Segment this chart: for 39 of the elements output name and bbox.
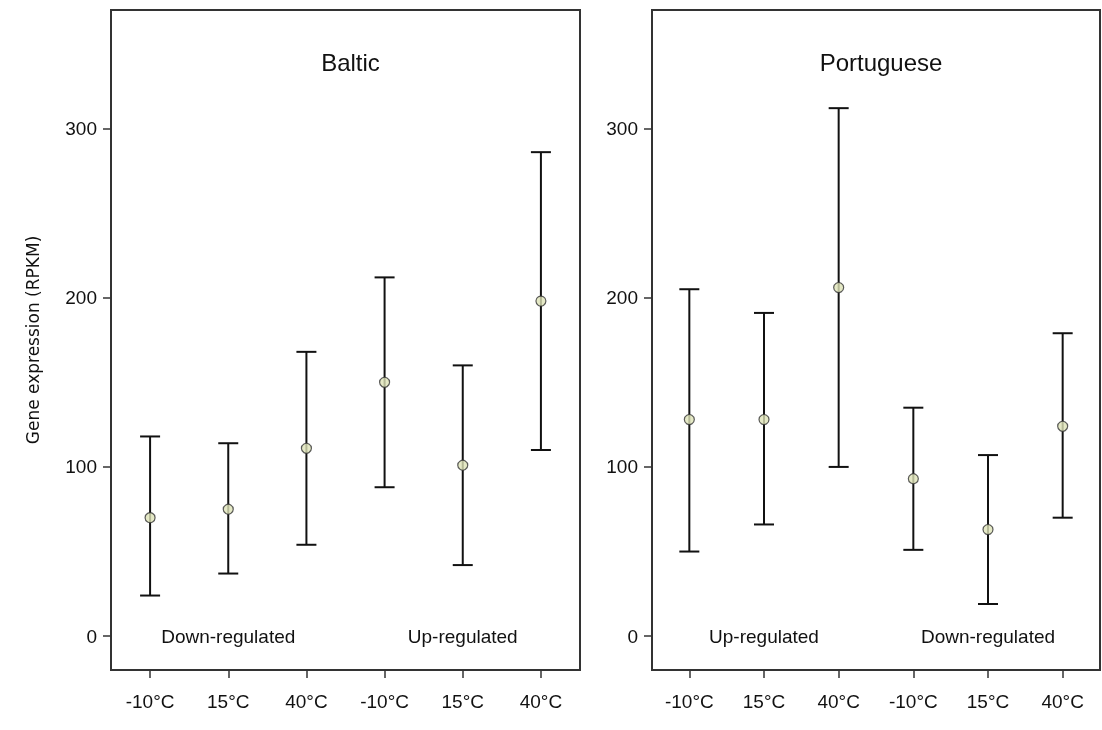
y-tick-label: 0 [627,625,638,647]
annotation: Down-regulated [161,625,296,647]
x-tick-label: 40°C [817,691,860,712]
point [457,459,469,471]
y-tick-label: 0 [86,625,97,647]
x-tick-label: -10°C [664,691,714,712]
point [1057,420,1069,432]
x-tick-label: 40°C [285,691,328,712]
annotation: Up-regulated [709,625,819,647]
x-tick-label: 40°C [519,691,563,712]
point [907,473,919,485]
annotation: Up-regulated [407,625,518,647]
point [378,376,391,388]
x-tick-label: -10°C [125,691,175,712]
y-axis-title: Gene expression (RPKM) [22,235,43,445]
point [300,442,313,454]
text: Portuguese [819,48,943,76]
x-tick-label: -10°C [888,691,938,712]
y-tick-label: 200 [606,287,638,309]
y-tick-label: 300 [606,117,638,139]
point [758,413,770,426]
x-tick-label: 15°C [207,691,250,712]
x-tick-label: 15°C [966,691,1010,712]
point [144,512,156,524]
point [833,281,845,294]
y-tick-label: 200 [65,287,97,309]
x-tick-label: -10°C [360,691,409,712]
y-tick-label: 100 [606,456,638,478]
y-tick-label: 100 [65,456,97,478]
y-tick-label: 300 [65,117,97,139]
point [535,295,547,307]
point [222,503,234,515]
x-tick-label: 15°C [441,691,484,712]
text: Baltic [321,48,380,76]
x-tick-label: 40°C [1041,691,1084,712]
x-tick-label: 15°C [742,691,786,712]
point [683,413,695,426]
point [982,523,994,536]
annotation: Down-regulated [920,625,1056,647]
